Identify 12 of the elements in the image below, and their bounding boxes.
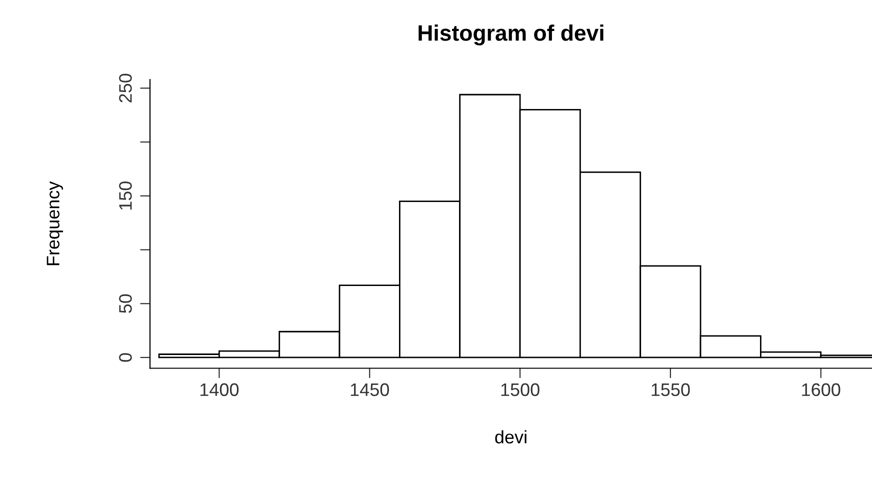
y-tick-label: 0 bbox=[119, 353, 132, 362]
x-axis-title: devi bbox=[495, 430, 526, 444]
y-tick-label: 50 bbox=[119, 294, 132, 313]
y-tick-label: 250 bbox=[119, 74, 132, 102]
y-tick-label: 150 bbox=[119, 182, 132, 210]
x-tick-label: 1400 bbox=[200, 383, 239, 396]
x-tick-label: 1450 bbox=[350, 383, 389, 396]
y-axis-title: Frequency bbox=[46, 181, 64, 266]
x-tick-label: 1550 bbox=[652, 383, 690, 396]
x-tick-label: 1500 bbox=[501, 383, 540, 396]
chart-title: Histogram of devi bbox=[418, 24, 604, 46]
x-tick-label: 1600 bbox=[802, 383, 840, 396]
